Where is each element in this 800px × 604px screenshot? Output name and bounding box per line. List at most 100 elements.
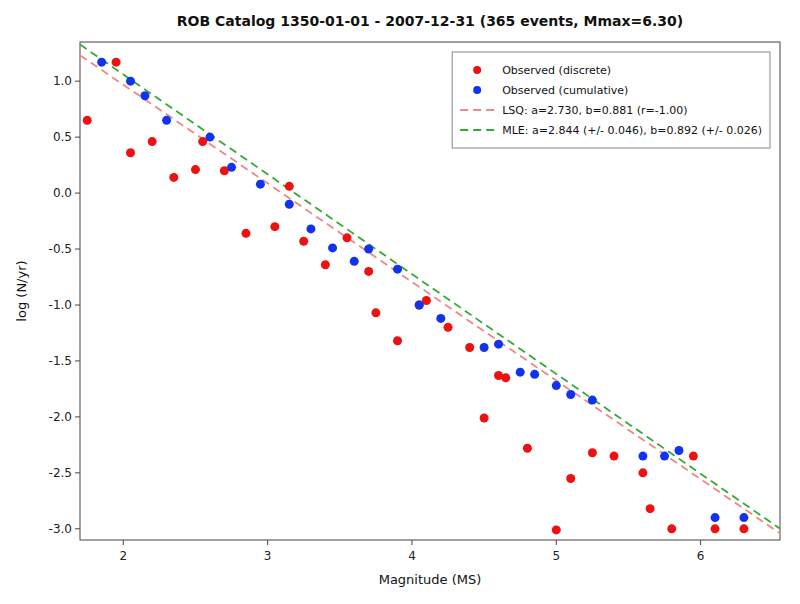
x-tick	[700, 540, 701, 545]
y-tick	[75, 193, 80, 194]
legend-label: LSQ: a=2.730, b=0.881 (r=-1.00)	[502, 104, 687, 117]
y-tick-label: -3.0	[49, 522, 72, 536]
y-tick-label: 1.0	[53, 74, 72, 88]
point	[566, 390, 575, 399]
legend-box	[452, 52, 770, 148]
y-tick	[75, 249, 80, 250]
legend-swatch	[473, 86, 481, 94]
point	[739, 513, 748, 522]
point	[350, 257, 359, 266]
x-tick-label: 6	[697, 549, 705, 563]
point	[588, 448, 597, 457]
y-tick	[75, 81, 80, 82]
point	[364, 245, 373, 254]
point	[480, 414, 489, 423]
legend-item: Observed (discrete)	[473, 64, 611, 77]
point	[689, 452, 698, 461]
legend-label: MLE: a=2.844 (+/- 0.046), b=0.892 (+/- 0…	[502, 124, 762, 137]
point	[523, 444, 532, 453]
y-tick	[75, 472, 80, 473]
point	[739, 524, 748, 533]
point	[393, 265, 402, 274]
point	[494, 340, 503, 349]
x-tick	[123, 540, 124, 545]
fit-line	[80, 55, 780, 533]
point	[465, 343, 474, 352]
point	[711, 524, 720, 533]
chart: 23456-3.0-2.5-2.0-1.5-1.0-0.50.00.51.0RO…	[0, 0, 800, 604]
x-tick-label: 2	[119, 549, 127, 563]
y-tick-label: -1.5	[49, 354, 72, 368]
point	[415, 300, 424, 309]
point	[646, 504, 655, 513]
y-tick-label: -1.0	[49, 298, 72, 312]
x-tick-label: 3	[264, 549, 272, 563]
y-tick	[75, 304, 80, 305]
plot-area	[80, 45, 780, 535]
point	[516, 368, 525, 377]
point	[241, 229, 250, 238]
point	[436, 314, 445, 323]
y-tick-label: 0.5	[53, 130, 72, 144]
y-tick-label: -2.0	[49, 410, 72, 424]
x-axis-label: Magnitude (MS)	[379, 572, 482, 587]
legend-item: Observed (cumulative)	[473, 84, 628, 97]
legend-item: MLE: a=2.844 (+/- 0.046), b=0.892 (+/- 0…	[460, 124, 762, 137]
fit-line	[80, 45, 780, 529]
legend-label: Observed (cumulative)	[502, 84, 628, 97]
legend-item: LSQ: a=2.730, b=0.881 (r=-1.00)	[460, 104, 687, 117]
legend: Observed (discrete) Observed (cumulative)…	[452, 52, 770, 148]
x-tick	[267, 540, 268, 545]
point	[566, 474, 575, 483]
x-tick-label: 4	[408, 549, 416, 563]
point	[530, 370, 539, 379]
point	[285, 182, 294, 191]
y-tick	[75, 416, 80, 417]
point	[552, 525, 561, 534]
legend-swatch	[473, 66, 481, 74]
point	[588, 396, 597, 405]
point	[191, 165, 200, 174]
y-tick	[75, 360, 80, 361]
point	[501, 373, 510, 382]
y-axis-label: log (N/yr)	[14, 260, 29, 321]
x-tick	[411, 540, 412, 545]
x-tick-label: 5	[552, 549, 560, 563]
point	[227, 163, 236, 172]
point	[552, 381, 561, 390]
point	[299, 237, 308, 246]
point	[364, 267, 373, 276]
point	[321, 260, 330, 269]
point	[393, 336, 402, 345]
point	[162, 116, 171, 125]
point	[415, 300, 424, 309]
point	[444, 323, 453, 332]
point	[306, 224, 315, 233]
point	[328, 243, 337, 252]
point	[371, 308, 380, 317]
title: ROB Catalog 1350-01-01 - 2007-12-31 (365…	[177, 13, 683, 29]
point	[205, 133, 214, 142]
x-tick	[556, 540, 557, 545]
y-tick-label: 0.0	[53, 186, 72, 200]
point	[126, 148, 135, 157]
point	[667, 524, 676, 533]
point	[148, 137, 157, 146]
point	[610, 452, 619, 461]
y-tick	[75, 137, 80, 138]
point	[83, 116, 92, 125]
legend-label: Observed (discrete)	[502, 64, 611, 77]
legend-swatch	[460, 109, 494, 111]
point	[343, 233, 352, 242]
point	[140, 91, 149, 100]
y-tick-label: -0.5	[49, 242, 72, 256]
point	[660, 452, 669, 461]
point	[256, 180, 265, 189]
plot-frame	[80, 42, 780, 540]
point	[270, 222, 279, 231]
point	[711, 513, 720, 522]
point	[674, 446, 683, 455]
point	[126, 77, 135, 86]
legend-swatch	[460, 129, 494, 131]
point	[285, 200, 294, 209]
